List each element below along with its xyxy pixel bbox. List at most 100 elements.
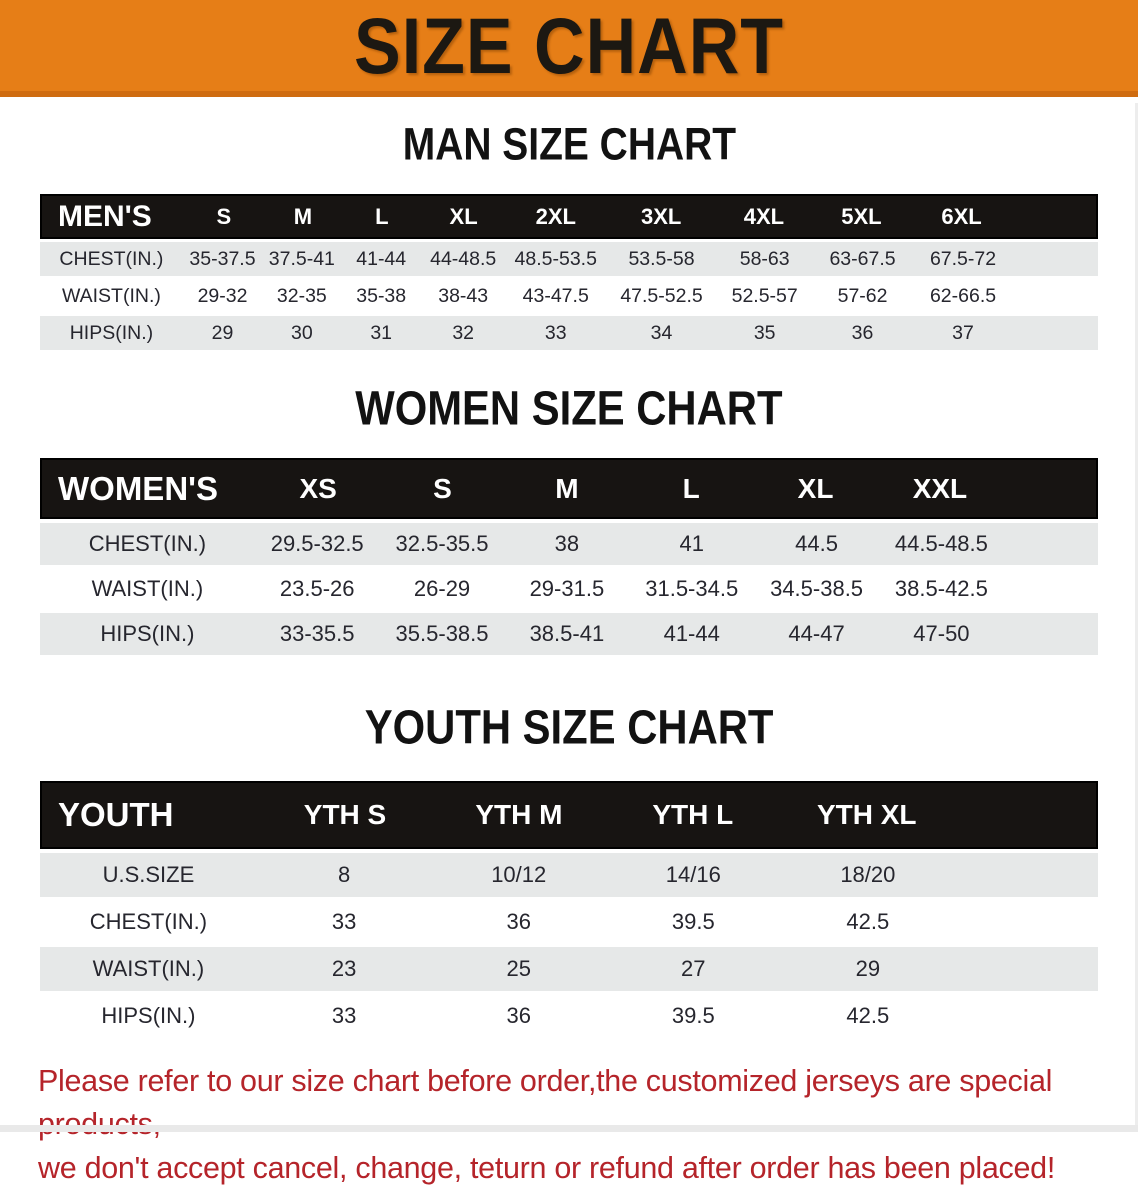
- women-waist-xs: 23.5-26: [279, 576, 355, 601]
- women-waist-m: 29-31.5: [529, 576, 605, 601]
- banner-title: SIZE CHART: [354, 1, 784, 90]
- youth-hips-yth-l: 39.5: [671, 1003, 715, 1028]
- youth-waist-label: WAIST(IN.): [92, 956, 205, 981]
- men-waist-s: 29-32: [197, 284, 248, 307]
- youth-ussize-yth-s: 8: [338, 862, 351, 887]
- youth-chest-yth-l: 39.5: [671, 909, 715, 934]
- men-hips-l: 31: [370, 321, 393, 344]
- men-col-3xl: 3XL: [641, 203, 682, 229]
- women-col-xxl: XXL: [912, 472, 968, 504]
- men-hips-5xl: 36: [851, 321, 874, 344]
- men-col-2xl: 2XL: [535, 203, 576, 229]
- size-chart-banner: SIZE CHART: [0, 0, 1138, 97]
- youth-section-heading-text: YOUTH SIZE CHART: [364, 700, 774, 755]
- men-hips-4xl: 35: [753, 321, 776, 344]
- men-chest-s: 35-37.5: [189, 247, 256, 270]
- men-hips-row: HIPS(IN.) 29 30 31 32 33 34 35 36 37: [40, 316, 1098, 350]
- men-hips-m: 30: [290, 321, 313, 344]
- men-col-xl: XL: [449, 203, 478, 229]
- men-waist-6xl: 62-66.5: [929, 284, 997, 307]
- women-chest-row: CHEST(IN.) 29.5-32.5 32.5-35.5 38 41 44.…: [40, 523, 1098, 565]
- youth-table-title: YOUTH: [58, 796, 174, 833]
- youth-chest-yth-s: 33: [331, 909, 357, 934]
- men-section-heading-text: MAN SIZE CHART: [402, 118, 736, 170]
- women-hips-xs: 33-35.5: [279, 621, 355, 646]
- women-section-heading: WOMEN SIZE CHART: [0, 381, 1138, 436]
- youth-hips-yth-s: 33: [331, 1003, 357, 1028]
- youth-hips-yth-xl: 42.5: [846, 1003, 890, 1028]
- men-hips-6xl: 37: [952, 321, 974, 344]
- men-col-6xl: 6XL: [941, 203, 982, 229]
- youth-size-table: YOUTH YTH S YTH M YTH L YTH XL U.S.SIZE …: [40, 781, 1098, 1038]
- men-chest-m: 37.5-41: [268, 247, 335, 270]
- women-chest-xxl: 44.5-48.5: [894, 531, 988, 556]
- men-table-title: MEN'S: [58, 199, 152, 233]
- men-col-l: L: [375, 203, 389, 229]
- youth-col-yth-s: YTH S: [303, 799, 387, 830]
- men-hips-label: HIPS(IN.): [69, 321, 154, 344]
- women-hips-l: 41-44: [663, 621, 720, 646]
- men-chest-6xl: 67.5-72: [929, 247, 997, 270]
- men-col-4xl: 4XL: [743, 203, 785, 229]
- men-table-header-row: MEN'S S M L XL 2XL 3XL 4XL 5XL 6XL: [40, 194, 1098, 239]
- men-chest-label: CHEST(IN.): [59, 247, 164, 270]
- women-table-header-row: WOMEN'S XS S M L XL XXL: [40, 458, 1098, 519]
- men-waist-3xl: 47.5-52.5: [620, 284, 703, 307]
- women-hips-xxl: 47-50: [913, 621, 970, 646]
- youth-waist-yth-s: 23: [331, 956, 357, 981]
- youth-chest-row: CHEST(IN.) 33 36 39.5 42.5: [40, 900, 1098, 944]
- women-col-s: S: [433, 472, 452, 504]
- women-hips-m: 38.5-41: [529, 621, 605, 646]
- women-col-m: M: [555, 472, 579, 504]
- youth-section-heading: YOUTH SIZE CHART: [0, 700, 1138, 755]
- youth-waist-row: WAIST(IN.) 23 25 27 29: [40, 947, 1098, 991]
- women-col-xs: XS: [299, 472, 337, 504]
- youth-ussize-yth-m: 10/12: [491, 862, 547, 887]
- men-hips-2xl: 33: [544, 321, 567, 344]
- youth-hips-row: HIPS(IN.) 33 36 39.5 42.5: [40, 994, 1098, 1038]
- men-chest-l: 41-44: [356, 247, 407, 270]
- men-waist-5xl: 57-62: [837, 284, 888, 307]
- youth-ussize-yth-xl: 18/20: [840, 862, 896, 887]
- men-hips-s: 29: [211, 321, 234, 344]
- women-section-heading-text: WOMEN SIZE CHART: [355, 381, 783, 436]
- youth-col-yth-xl: YTH XL: [816, 799, 917, 830]
- youth-waist-yth-m: 25: [506, 956, 531, 981]
- women-waist-row: WAIST(IN.) 23.5-26 26-29 29-31.5 31.5-34…: [40, 568, 1098, 610]
- women-col-xl: XL: [797, 472, 834, 504]
- women-chest-s: 32.5-35.5: [395, 531, 489, 556]
- women-waist-s: 26-29: [413, 576, 471, 601]
- women-chest-xl: 44.5: [795, 531, 838, 556]
- youth-col-yth-m: YTH M: [475, 799, 563, 830]
- men-size-table: MEN'S S M L XL 2XL 3XL 4XL 5XL 6XL CHEST…: [40, 194, 1098, 350]
- women-waist-xl: 34.5-38.5: [770, 576, 864, 601]
- women-col-l: L: [682, 472, 700, 504]
- men-col-s: S: [216, 203, 232, 229]
- men-chest-2xl: 48.5-53.5: [514, 247, 597, 270]
- men-waist-m: 32-35: [276, 284, 327, 307]
- women-waist-xxl: 38.5-42.5: [894, 576, 988, 601]
- youth-col-yth-l: YTH L: [652, 799, 734, 830]
- youth-chest-yth-m: 36: [506, 909, 531, 934]
- women-hips-s: 35.5-38.5: [395, 621, 489, 646]
- men-waist-l: 35-38: [356, 284, 407, 307]
- youth-chest-label: CHEST(IN.): [89, 909, 208, 934]
- men-chest-3xl: 53.5-58: [628, 247, 695, 270]
- women-chest-label: CHEST(IN.): [88, 531, 207, 556]
- youth-ussize-row: U.S.SIZE 8 10/12 14/16 18/20: [40, 853, 1098, 897]
- women-hips-row: HIPS(IN.) 33-35.5 35.5-38.5 38.5-41 41-4…: [40, 613, 1098, 655]
- youth-chest-yth-xl: 42.5: [846, 909, 890, 934]
- bottom-edge-strip: [0, 1125, 1138, 1132]
- women-chest-l: 41: [679, 531, 704, 556]
- men-waist-xl: 38-43: [438, 284, 489, 307]
- men-waist-2xl: 43-47.5: [522, 284, 589, 307]
- women-chest-m: 38: [554, 531, 580, 556]
- men-chest-row: CHEST(IN.) 35-37.5 37.5-41 41-44 44-48.5…: [40, 242, 1098, 276]
- men-hips-xl: 32: [452, 321, 475, 344]
- men-waist-row: WAIST(IN.) 29-32 32-35 35-38 38-43 43-47…: [40, 279, 1098, 313]
- men-waist-4xl: 52.5-57: [731, 284, 798, 307]
- order-policy-note-line2: we don't accept cancel, change, teturn o…: [38, 1150, 1055, 1185]
- youth-table-header-row: YOUTH YTH S YTH M YTH L YTH XL: [40, 781, 1098, 849]
- women-table-title: WOMEN'S: [58, 469, 219, 507]
- men-chest-5xl: 63-67.5: [829, 247, 896, 270]
